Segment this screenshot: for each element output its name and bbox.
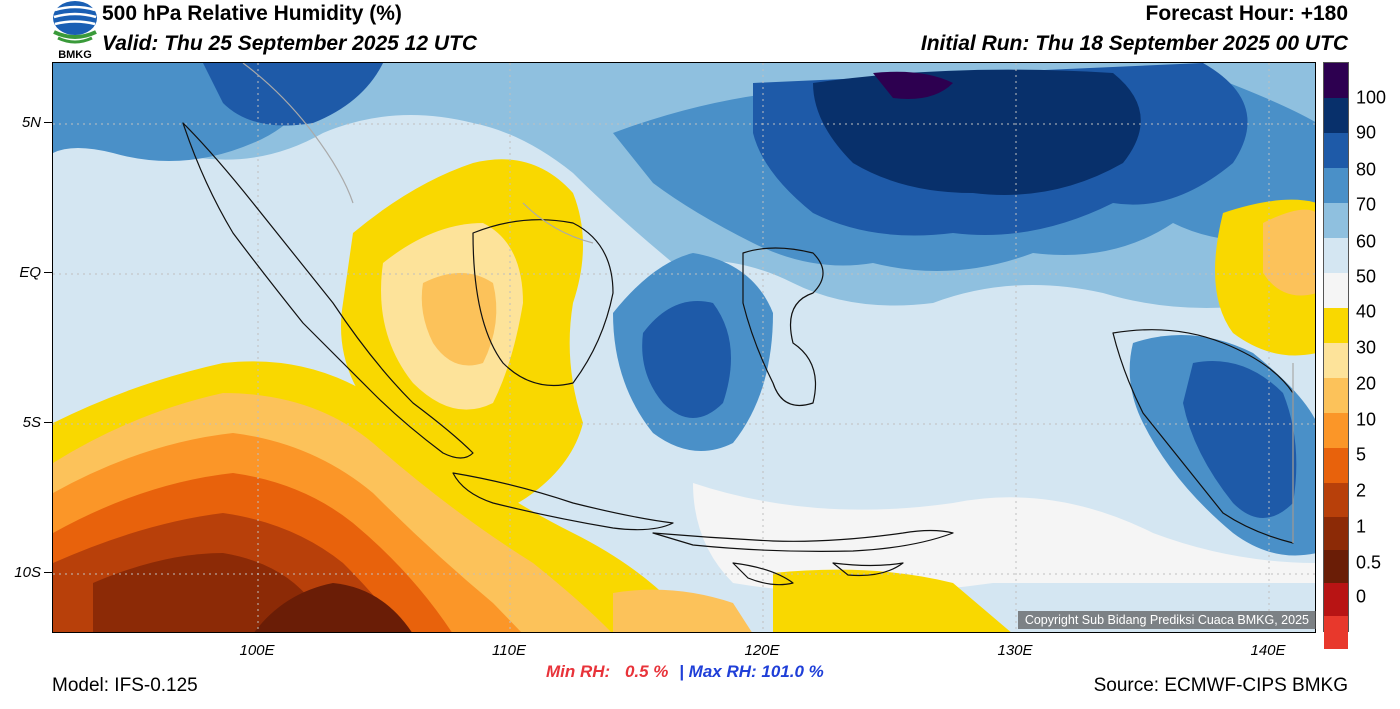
rh-map bbox=[52, 62, 1316, 633]
colorbar-label-100: 100 bbox=[1356, 87, 1387, 108]
lon-label-130e: 130E bbox=[997, 642, 1033, 659]
colorbar-label-20: 20 bbox=[1356, 373, 1377, 394]
valid-time: Valid: Thu 25 September 2025 12 UTC bbox=[102, 32, 478, 55]
rh-map-svg bbox=[53, 63, 1315, 632]
logo-text: BMKG bbox=[58, 49, 92, 60]
min-rh-value: 0.5 % bbox=[624, 662, 669, 681]
colorbar-label-2: 2 bbox=[1356, 480, 1367, 501]
colorbar-label-0-5: 0.5 bbox=[1356, 552, 1382, 573]
max-rh-label: Max RH: bbox=[688, 662, 757, 681]
initial-run: Initial Run: Thu 18 September 2025 00 UT… bbox=[920, 32, 1348, 55]
forecast-hour: Forecast Hour: +180 bbox=[1145, 2, 1349, 25]
colorbar-label-80: 80 bbox=[1356, 159, 1377, 180]
min-max-rh: Min RH: 0.5 % | Max RH: 101.0 % bbox=[546, 662, 824, 682]
colorbar-label-60: 60 bbox=[1356, 231, 1377, 252]
colorbar-label-5: 5 bbox=[1356, 444, 1367, 465]
max-rh-value: 101.0 % bbox=[761, 662, 824, 681]
lon-label-100e: 100E bbox=[239, 642, 275, 659]
colorbar-label-70: 70 bbox=[1356, 194, 1377, 215]
lon-label-140e: 140E bbox=[1250, 642, 1286, 659]
lat-label-5n: 5N bbox=[21, 114, 41, 131]
colorbar-label-0: 0 bbox=[1356, 586, 1367, 607]
lat-label-10s: 10S bbox=[14, 564, 41, 581]
lon-label-120e: 120E bbox=[744, 642, 780, 659]
copyright-notice: Copyright Sub Bidang Prediksi Cuaca BMKG… bbox=[1017, 611, 1316, 629]
lon-label-110e: 110E bbox=[492, 642, 526, 659]
min-rh-label: Min RH: bbox=[546, 662, 611, 681]
colorbar-label-50: 50 bbox=[1356, 266, 1377, 287]
colorbar-label-30: 30 bbox=[1356, 337, 1377, 358]
lat-label-5s: 5S bbox=[22, 414, 41, 431]
source-label: Source: ECMWF-CIPS BMKG bbox=[1093, 675, 1348, 696]
chart-title: 500 hPa Relative Humidity (%) bbox=[102, 2, 402, 25]
colorbar-label-10: 10 bbox=[1356, 409, 1377, 430]
rh-separator: | bbox=[679, 662, 684, 681]
colorbar-label-40: 40 bbox=[1356, 301, 1377, 322]
colorbar-label-1: 1 bbox=[1356, 516, 1367, 537]
colorbar-label-90: 90 bbox=[1356, 122, 1377, 143]
model-label: Model: IFS-0.125 bbox=[52, 675, 198, 696]
bmkg-logo: BMKG bbox=[52, 0, 98, 61]
colorbar bbox=[1323, 62, 1349, 649]
lat-label-eq: EQ bbox=[19, 264, 41, 281]
